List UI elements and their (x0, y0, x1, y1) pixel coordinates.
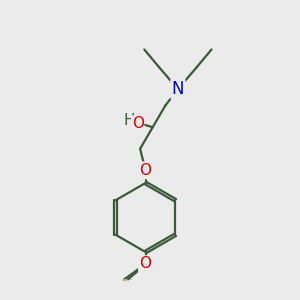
Text: O: O (140, 256, 152, 272)
Text: methoxy: methoxy (127, 279, 133, 280)
Text: O: O (140, 257, 152, 272)
Text: O: O (140, 163, 152, 178)
Text: O: O (140, 163, 152, 178)
Text: methyl: methyl (123, 280, 128, 281)
Text: N: N (172, 80, 184, 98)
Text: O: O (132, 116, 144, 131)
Text: H: H (124, 113, 135, 128)
